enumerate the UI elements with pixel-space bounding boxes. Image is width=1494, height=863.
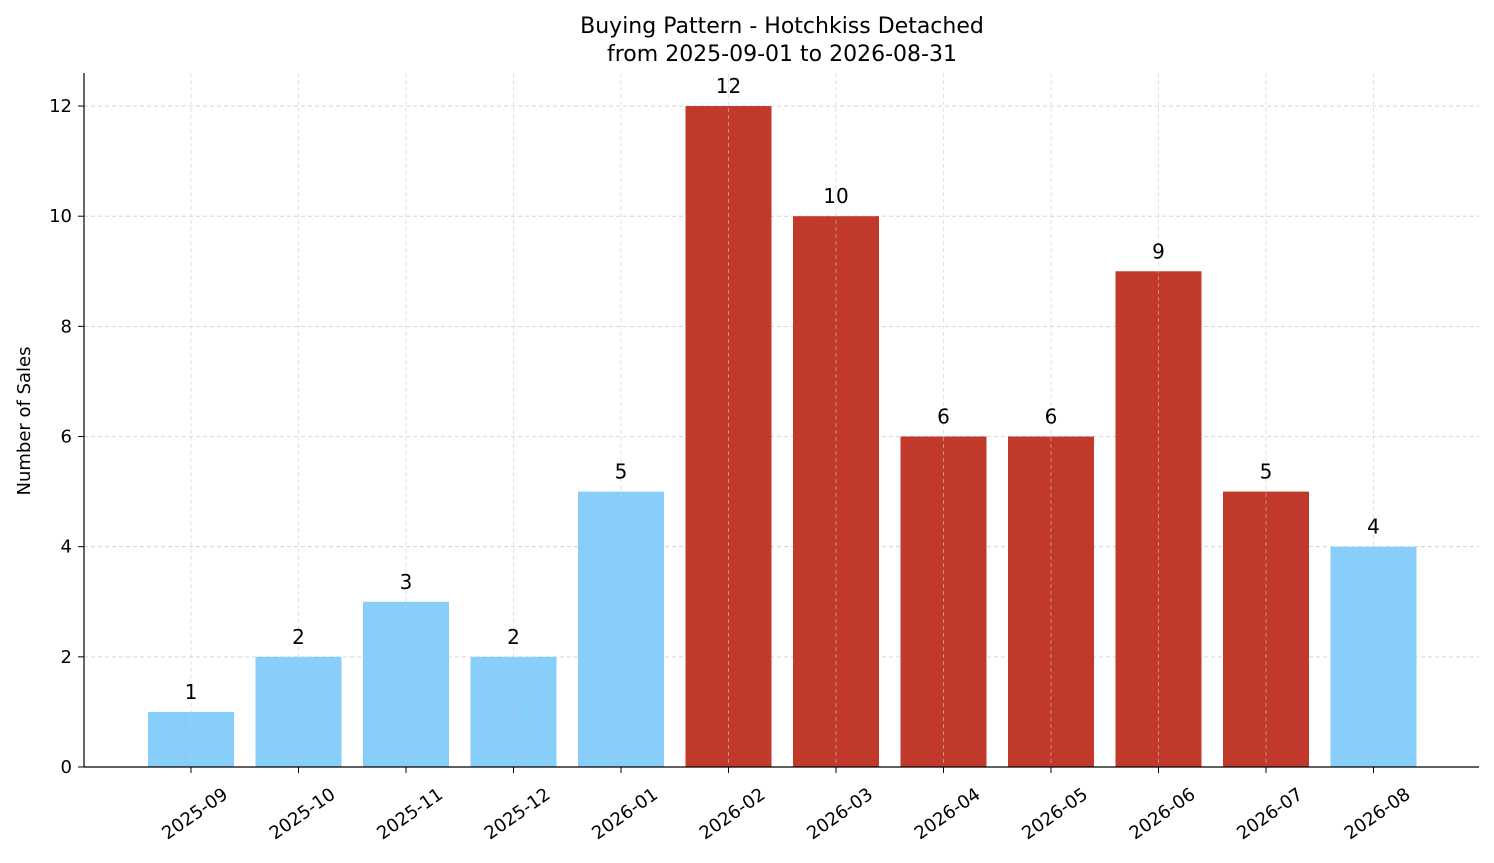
x-tick-label: 2026-04 bbox=[911, 784, 985, 844]
x-tick-label: 2026-06 bbox=[1126, 784, 1200, 844]
y-tick-label: 2 bbox=[61, 647, 72, 668]
data-label: 5 bbox=[615, 460, 628, 484]
data-label: 2 bbox=[292, 625, 305, 649]
x-tick-label: 2025-12 bbox=[481, 784, 555, 844]
data-label: 2 bbox=[507, 625, 520, 649]
chart-subtitle: from 2025-09-01 to 2026-08-31 bbox=[607, 42, 957, 67]
x-tick-label: 2026-05 bbox=[1018, 784, 1092, 844]
y-tick-label: 12 bbox=[49, 96, 72, 117]
data-label: 1 bbox=[185, 680, 198, 704]
x-tick-label: 2026-02 bbox=[696, 784, 770, 844]
x-tick-label: 2025-09 bbox=[158, 784, 232, 844]
data-label: 4 bbox=[1367, 515, 1380, 539]
y-tick-label: 10 bbox=[49, 206, 72, 227]
x-tick-label: 2026-03 bbox=[803, 784, 877, 844]
data-label: 3 bbox=[400, 570, 413, 594]
y-tick-label: 6 bbox=[61, 427, 72, 448]
data-label: 12 bbox=[716, 74, 741, 98]
data-label: 5 bbox=[1260, 460, 1273, 484]
y-tick-label: 0 bbox=[61, 757, 72, 778]
axes bbox=[78, 73, 1479, 773]
x-tick-label: 2026-01 bbox=[588, 784, 662, 844]
data-label: 9 bbox=[1152, 239, 1165, 263]
y-tick-label: 8 bbox=[61, 316, 72, 337]
data-label: 6 bbox=[937, 405, 950, 429]
data-label: 10 bbox=[823, 184, 848, 208]
x-tick-label: 2026-08 bbox=[1341, 784, 1415, 844]
bar bbox=[685, 106, 772, 768]
x-tick-label: 2025-11 bbox=[373, 784, 447, 844]
y-tick-label: 4 bbox=[61, 537, 72, 558]
y-axis-label: Number of Sales bbox=[14, 346, 35, 495]
chart-title: Buying Pattern - Hotchkiss Detached bbox=[580, 14, 984, 39]
x-tick-label: 2025-10 bbox=[266, 784, 340, 844]
x-tick-label: 2026-07 bbox=[1233, 784, 1307, 844]
data-label: 6 bbox=[1045, 405, 1058, 429]
